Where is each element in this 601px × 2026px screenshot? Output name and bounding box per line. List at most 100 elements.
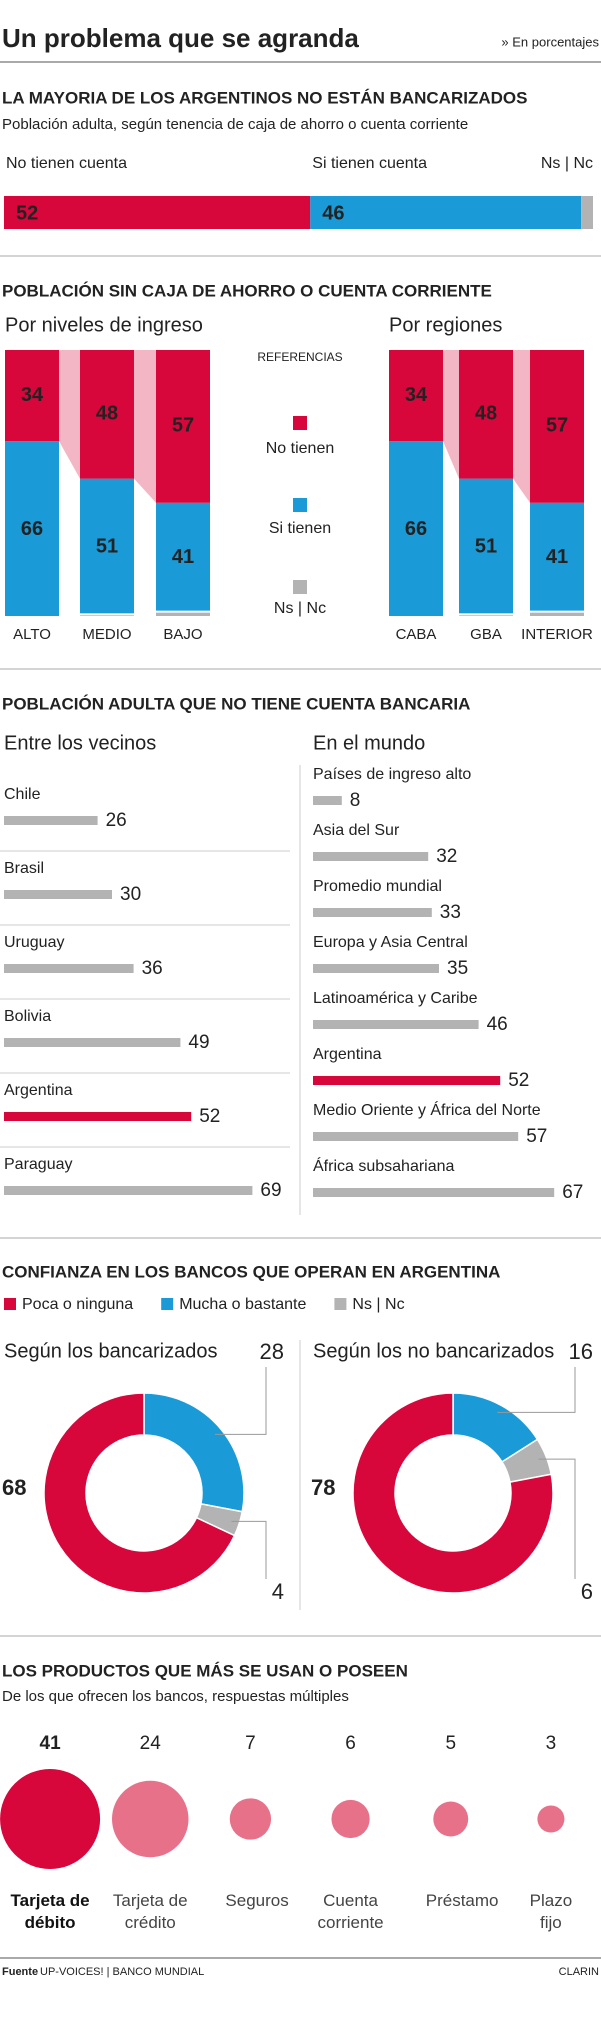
legend-label: Mucha o bastante (179, 1296, 306, 1313)
panel-subtitle: Por regiones (389, 314, 502, 336)
bar-segment (310, 196, 582, 229)
category-label: Argentina (313, 1046, 382, 1063)
column-segment (156, 350, 210, 503)
value-label: 16 (569, 1339, 593, 1364)
panel-subtitle: Según los no bancarizados (313, 1340, 554, 1362)
column-segment (459, 478, 513, 614)
category-label: Chile (4, 786, 41, 803)
legend-label: No tienen cuenta (6, 155, 127, 172)
value-label: 33 (440, 902, 461, 923)
source: UP-VOICES! | BANCO MUNDIAL (40, 1966, 204, 1978)
value-label: 36 (142, 958, 163, 979)
value-label: 48 (96, 403, 118, 425)
leader (538, 1458, 576, 1579)
connector (59, 350, 80, 479)
value-label: 34 (405, 384, 428, 406)
legend-label: Ns | Nc (274, 600, 326, 617)
legend-label: No tienen (266, 440, 335, 457)
value-label: 34 (21, 384, 44, 406)
bar-segment (4, 196, 311, 229)
value-label: 78 (311, 1475, 335, 1500)
column-segment (80, 478, 134, 614)
bar (313, 1076, 501, 1085)
value-label: 26 (106, 810, 127, 831)
legend-label: Ns | Nc (352, 1296, 404, 1313)
section-subtitle: De los que ofrecen los bancos, respuesta… (2, 1688, 349, 1705)
value-label: 51 (475, 535, 497, 557)
panel-subtitle: Entre los vecinos (4, 732, 156, 754)
value-label: 57 (526, 1126, 547, 1147)
bar (313, 1132, 519, 1141)
source-label: Fuente (2, 1966, 38, 1978)
bubble (331, 1799, 370, 1839)
x-tick-label: CABA (396, 626, 437, 643)
value-label: 30 (120, 884, 141, 905)
category-label: Cuenta corriente (317, 1891, 384, 1932)
legend-swatch (4, 1298, 16, 1310)
category-label: África subsahariana (313, 1156, 455, 1175)
connector (134, 350, 156, 503)
bubble (537, 1805, 565, 1833)
x-tick-label: MEDIO (82, 626, 131, 643)
x-tick-label: GBA (470, 626, 502, 643)
value-label: 66 (405, 518, 427, 540)
section-title: LOS PRODUCTOS QUE MÁS SE USAN O POSEEN (2, 1661, 408, 1680)
column-segment (530, 502, 584, 611)
value-label: 49 (188, 1032, 209, 1053)
column-segment (80, 350, 134, 479)
connector (443, 350, 459, 479)
category-label: Promedio mundial (313, 878, 442, 895)
leader (497, 1367, 576, 1413)
legend-swatch (334, 1298, 347, 1310)
section-subtitle: Población adulta, según tenencia de caja… (2, 116, 468, 133)
bar (313, 908, 432, 917)
value-label: 24 (140, 1733, 162, 1754)
leader (214, 1367, 267, 1435)
category-label: Medio Oriente y África del Norte (313, 1100, 541, 1119)
bubble (229, 1798, 272, 1840)
column-segment (389, 441, 443, 616)
legend-label: Poca o ninguna (22, 1296, 133, 1313)
category-label: Préstamo (425, 1891, 499, 1910)
legend-title: REFERENCIAS (257, 350, 342, 364)
column-segment (459, 615, 513, 616)
category-label: Argentina (4, 1082, 73, 1099)
bar (4, 1038, 181, 1047)
legend-swatch (293, 498, 307, 512)
value-label: 41 (172, 546, 194, 568)
bar (313, 1188, 555, 1197)
leader (231, 1520, 267, 1579)
column-segment (459, 350, 513, 479)
value-label: 57 (172, 415, 194, 437)
value-label: 3 (546, 1733, 557, 1754)
category-label: Plazo fijo (529, 1891, 573, 1932)
value-label: 8 (350, 790, 361, 811)
value-label: 57 (546, 415, 568, 437)
value-label: 46 (487, 1014, 508, 1035)
value-label: 6 (345, 1733, 356, 1754)
bar (4, 1112, 192, 1121)
bar (313, 852, 429, 861)
value-label: 41 (40, 1733, 62, 1754)
category-label: Bolivia (4, 1008, 51, 1025)
donut-slice (352, 1392, 554, 1594)
value-label: 4 (272, 1579, 284, 1604)
value-label: 28 (260, 1339, 284, 1364)
column-segment (5, 441, 59, 616)
bubble (433, 1801, 469, 1837)
column-segment (5, 350, 59, 442)
value-label: 52 (16, 202, 38, 224)
section-title: POBLACIÓN ADULTA QUE NO TIENE CUENTA BAN… (2, 694, 470, 713)
legend-label: Ns | Nc (541, 155, 593, 172)
value-label: 46 (322, 202, 344, 224)
section-title: CONFIANZA EN LOS BANCOS QUE OPERAN EN AR… (2, 1262, 500, 1281)
unit-note: » En porcentajes (501, 34, 599, 49)
category-label: Europa y Asia Central (313, 934, 468, 951)
value-label: 48 (475, 403, 497, 425)
value-label: 32 (436, 846, 457, 867)
category-label: Países de ingreso alto (313, 766, 471, 783)
value-label: 67 (562, 1182, 583, 1203)
brand: CLARIN (559, 1966, 599, 1978)
bubble (0, 1769, 101, 1869)
